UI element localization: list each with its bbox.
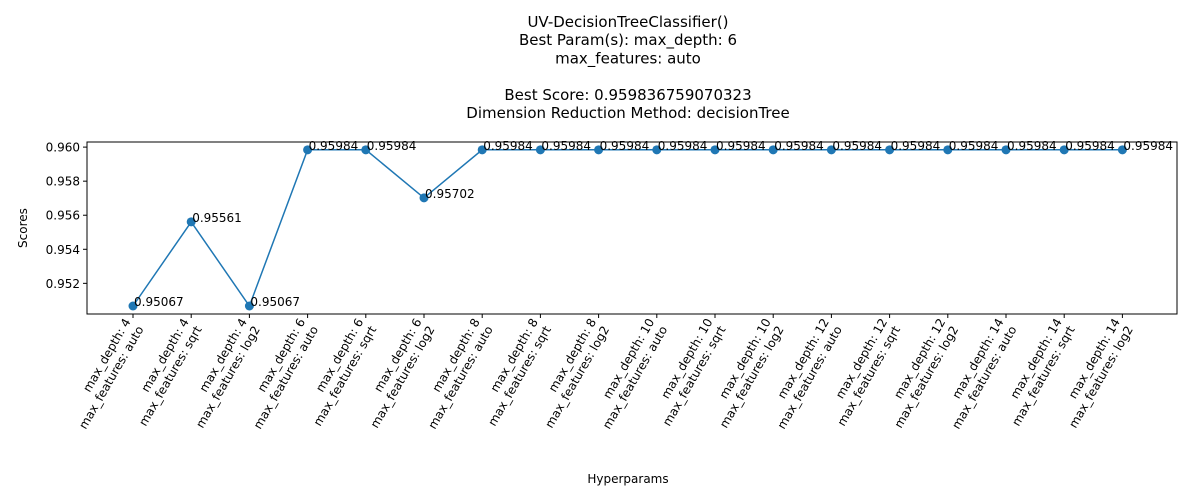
title-line: max_features: auto	[555, 49, 701, 68]
title-line: UV-DecisionTreeClassifier()	[527, 13, 728, 31]
data-point	[1117, 145, 1127, 155]
data-label: 0.95561	[192, 211, 242, 225]
y-axis: 0.952 0.954 0.956 0.958 0.960	[46, 141, 87, 291]
data-point	[128, 301, 138, 311]
data-point	[186, 217, 196, 227]
data-label: 0.95984	[367, 139, 417, 153]
data-label: 0.95984	[716, 139, 766, 153]
data-label: 0.95984	[1123, 139, 1173, 153]
data-label: 0.95984	[483, 139, 533, 153]
data-label: 0.95984	[891, 139, 941, 153]
x-axis-label: Hyperparams	[587, 472, 668, 486]
data-point	[1001, 145, 1011, 155]
y-tick-label: 0.960	[46, 141, 80, 155]
data-point	[652, 145, 662, 155]
data-point	[535, 145, 545, 155]
data-label: 0.95984	[832, 139, 882, 153]
data-point	[303, 145, 313, 155]
series-line	[132, 149, 1123, 308]
plot-area	[86, 141, 1178, 315]
data-label: 0.95984	[1065, 139, 1115, 153]
y-tick-label: 0.956	[46, 209, 80, 223]
data-label: 0.95067	[250, 295, 300, 309]
data-label: 0.95067	[134, 295, 184, 309]
data-point	[826, 145, 836, 155]
data-label: 0.95984	[600, 139, 650, 153]
data-point	[710, 145, 720, 155]
data-label: 0.95984	[309, 139, 359, 153]
y-tick-label: 0.954	[46, 243, 80, 257]
data-label: 0.95984	[1007, 139, 1057, 153]
data-label: 0.95984	[949, 139, 999, 153]
data-label: 0.95984	[541, 139, 591, 153]
title-line: Best Param(s): max_depth: 6	[519, 31, 737, 50]
title-line: Best Score: 0.959836759070323	[504, 86, 751, 104]
data-label: 0.95702	[425, 187, 475, 201]
data-point	[419, 193, 429, 203]
data-point	[477, 145, 487, 155]
data-point	[768, 145, 778, 155]
data-point	[885, 145, 895, 155]
y-axis-label: Scores	[16, 208, 30, 248]
data-point	[361, 145, 371, 155]
data-label: 0.95984	[774, 139, 824, 153]
data-point	[594, 145, 604, 155]
chart-title: UV-DecisionTreeClassifier()Best Param(s)…	[466, 13, 789, 122]
data-point	[244, 301, 254, 311]
data-point	[1059, 145, 1069, 155]
y-tick-label: 0.952	[46, 277, 80, 291]
y-tick-label: 0.958	[46, 175, 80, 189]
data-labels: 0.95067 0.95561 0.95067 0.95984 0.95984 0.957…	[134, 139, 1173, 309]
data-label: 0.95984	[658, 139, 708, 153]
title-line: Dimension Reduction Method: decisionTree	[466, 104, 789, 122]
data-point	[943, 145, 953, 155]
data-points	[128, 145, 1127, 311]
